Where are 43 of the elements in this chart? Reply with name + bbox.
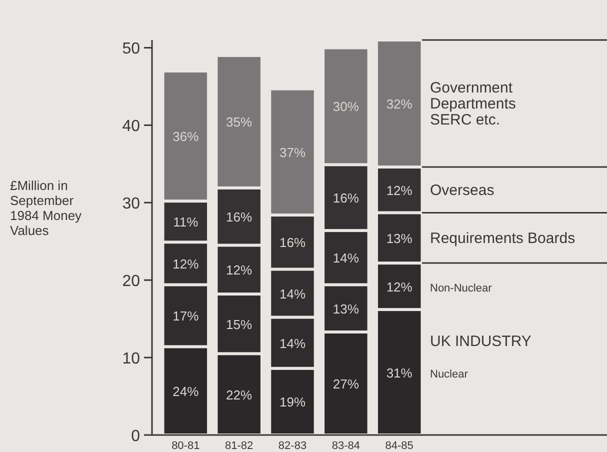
series-label: Non-Nuclear xyxy=(430,282,492,294)
annotation: 36% xyxy=(172,129,200,144)
annotation: 16% xyxy=(332,190,360,206)
annotation: 31% xyxy=(386,365,413,380)
annotation: 14% xyxy=(279,336,306,351)
x-tick-label: 81-82 xyxy=(225,440,254,452)
annotation: 24% xyxy=(172,384,200,399)
annotation: 22% xyxy=(226,387,253,402)
x-tick-label: 82-83 xyxy=(278,440,307,452)
annotation: 16% xyxy=(279,235,306,250)
annotation: 14% xyxy=(279,286,306,302)
annotation: 12% xyxy=(226,262,253,278)
annotation: 19% xyxy=(279,394,306,410)
annotation: 27% xyxy=(332,376,360,392)
x-tick-label: 84-85 xyxy=(385,440,414,452)
series-label: Nuclear xyxy=(430,368,468,380)
annotation: 17% xyxy=(172,308,200,324)
y-axis-title: £Million in September 1984 Money Values xyxy=(10,178,82,238)
x-tick-label: 80-81 xyxy=(172,440,200,452)
text: UK INDUSTRY xyxy=(430,332,532,350)
x-tick-label: 83-84 xyxy=(332,440,360,452)
annotation: 13% xyxy=(332,301,360,316)
annotation: 11% xyxy=(173,214,199,230)
annotation: 15% xyxy=(226,316,253,332)
series-label: Overseas xyxy=(430,182,494,199)
series-label: Government Departments SERC etc. xyxy=(430,80,516,129)
annotation: 14% xyxy=(332,250,360,266)
annotation: 32% xyxy=(386,96,413,112)
annotation: 13% xyxy=(386,230,413,246)
y-tick-label: 0 xyxy=(131,428,140,445)
annotation: 30% xyxy=(332,99,360,114)
annotation: 12% xyxy=(386,279,413,294)
y-tick-label: 30 xyxy=(122,196,140,213)
annotation: 35% xyxy=(226,114,253,130)
annotation: 37% xyxy=(279,144,306,160)
series-label: Requirements Boards xyxy=(430,230,576,247)
y-tick-label: 10 xyxy=(122,350,140,368)
y-tick-label: 50 xyxy=(122,40,140,58)
y-tick-label: 40 xyxy=(122,118,140,136)
annotation: 16% xyxy=(226,210,253,225)
annotation: 12% xyxy=(386,182,413,198)
annotation: 12% xyxy=(172,256,200,272)
y-tick-label: 20 xyxy=(122,273,140,290)
